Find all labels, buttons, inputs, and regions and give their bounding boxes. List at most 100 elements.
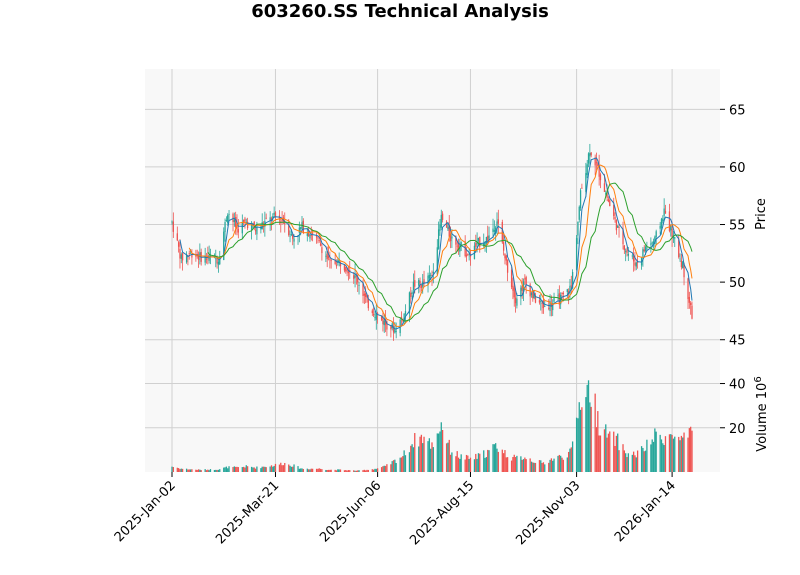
candle-body	[617, 225, 619, 228]
candle-body	[561, 292, 563, 294]
candle-body	[625, 251, 627, 253]
volume-bar	[306, 468, 308, 472]
candle-body	[525, 277, 527, 285]
candle-body	[496, 221, 498, 227]
candle-body	[514, 297, 517, 304]
volume-bar	[172, 467, 174, 472]
candle-body	[571, 272, 574, 289]
candle-body	[237, 229, 239, 233]
volume-axis-label: Volume 106	[753, 376, 770, 451]
volume-bar	[581, 407, 583, 472]
volume-bar	[605, 424, 607, 472]
volume-bar	[180, 468, 182, 472]
volume-bar	[208, 470, 210, 472]
volume-bar	[643, 451, 645, 472]
candle-body	[394, 328, 396, 333]
candle-body	[493, 230, 495, 232]
volume-bar	[558, 454, 560, 472]
volume-bar	[542, 462, 545, 472]
candle-body	[311, 232, 314, 234]
candle-body	[372, 314, 375, 316]
volume-bar	[329, 469, 331, 472]
volume-bar	[366, 469, 368, 472]
volume-bar	[683, 432, 685, 472]
volume-bar	[430, 448, 432, 472]
volume-bar	[400, 457, 403, 472]
volume-bar	[522, 459, 525, 472]
candle-body	[674, 237, 676, 239]
candle-body	[430, 275, 432, 277]
candle-body	[366, 295, 368, 298]
volume-bar	[354, 470, 356, 472]
volume-bar	[300, 468, 302, 472]
volume-bar	[678, 436, 680, 472]
volume-bar	[403, 450, 405, 472]
candle-body	[241, 222, 243, 234]
candle-body	[375, 313, 377, 320]
candle-body	[449, 233, 452, 242]
volume-bar	[496, 448, 498, 472]
volume-bar	[514, 457, 517, 472]
candle-body	[594, 157, 596, 166]
volume-bar	[506, 457, 509, 472]
volume-bar	[223, 467, 225, 472]
candle-body	[655, 231, 657, 238]
volume-bar	[292, 466, 294, 472]
candle-body	[634, 262, 636, 266]
volume-bar	[176, 467, 178, 472]
candle-body	[512, 285, 514, 291]
volume-bar	[586, 384, 588, 472]
volume-bar	[376, 468, 379, 472]
candle-body	[437, 229, 440, 249]
volume-bar	[488, 450, 490, 472]
candle-body	[371, 310, 373, 314]
candle-body	[423, 279, 425, 284]
moving-average-line	[188, 164, 693, 327]
volume-bar	[402, 456, 404, 472]
candle-body	[270, 218, 273, 221]
volume-bar	[302, 468, 304, 472]
candle-body	[506, 259, 509, 273]
candle-body	[636, 261, 639, 263]
candle-body	[456, 245, 458, 247]
volume-bar	[626, 457, 628, 472]
candle-body	[411, 292, 413, 295]
candle-body	[179, 249, 181, 259]
candle-body	[292, 234, 294, 239]
volume-bar	[533, 462, 535, 472]
candle-body	[441, 213, 444, 220]
candle-body	[586, 164, 588, 176]
volume-bar	[560, 455, 562, 472]
volume-bar	[261, 466, 263, 472]
volume-bar	[635, 457, 637, 472]
volume-bar	[269, 466, 271, 472]
candle-body	[687, 278, 689, 300]
volume-bar	[569, 448, 571, 472]
candle-body	[244, 218, 246, 222]
volume-bar	[355, 470, 358, 472]
candle-body	[180, 254, 182, 259]
volume-bar	[375, 468, 377, 472]
price-tick-label: 60	[729, 161, 746, 176]
candle-body	[281, 220, 283, 221]
candle-body	[419, 281, 421, 284]
candle-body	[376, 313, 379, 315]
candle-body	[242, 219, 245, 222]
candle-body	[457, 242, 460, 250]
candle-body	[310, 235, 312, 236]
candle-body	[492, 228, 494, 232]
volume-bar	[502, 453, 505, 472]
volume-bar	[561, 457, 563, 472]
volume-bar	[288, 464, 290, 472]
volume-bar	[497, 451, 499, 472]
volume-bar	[550, 458, 553, 472]
volume-bar	[241, 467, 243, 472]
volume-bar	[335, 470, 338, 472]
volume-bar	[652, 441, 655, 472]
price-panel-bg	[145, 69, 720, 357]
volume-bar	[595, 427, 598, 472]
candle-body	[483, 243, 485, 246]
candle-body	[404, 311, 407, 315]
candle-body	[501, 222, 503, 243]
volume-bar	[640, 446, 643, 472]
